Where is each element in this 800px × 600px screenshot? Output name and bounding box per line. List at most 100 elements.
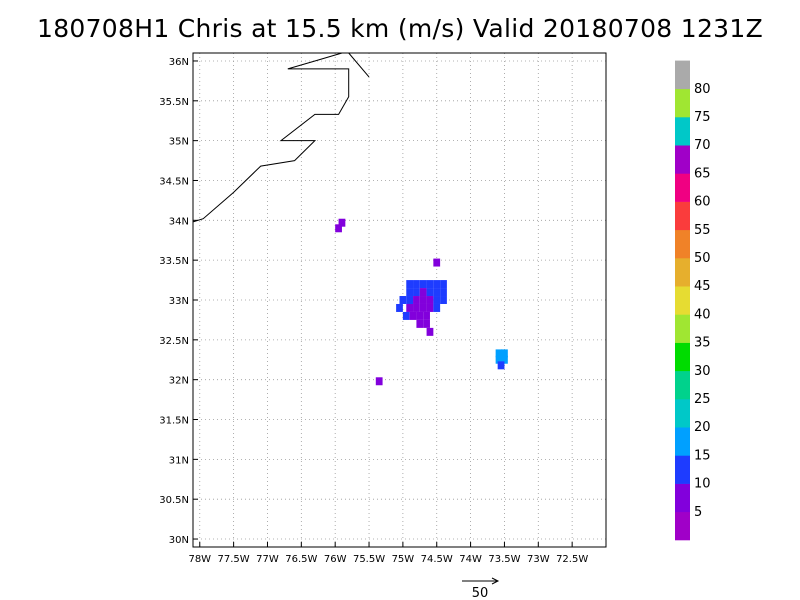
wind-cell <box>497 361 505 370</box>
colorbar-label: 80 <box>694 82 711 97</box>
wind-cell <box>495 355 503 364</box>
wind-cell <box>426 296 434 304</box>
colorbar-label: 50 <box>694 251 711 266</box>
wind-cell <box>433 258 441 267</box>
x-tick-label: 76.5W <box>285 554 317 565</box>
colorbar-swatch <box>675 286 690 315</box>
y-tick-label: 33N <box>169 296 189 307</box>
wind-cell <box>495 349 503 358</box>
wind-cell <box>406 288 414 297</box>
colorbar-swatch <box>675 314 690 343</box>
wind-cell <box>338 218 346 227</box>
y-tick-label: 35.5N <box>159 97 189 108</box>
wind-cell <box>440 288 447 297</box>
wind-cell <box>406 280 414 289</box>
wind-cell <box>433 288 441 297</box>
colorbar-label: 5 <box>694 505 702 520</box>
wind-cell <box>501 349 508 358</box>
wind-cell <box>501 355 508 364</box>
y-tick-label: 32.5N <box>159 336 189 347</box>
wind-cell <box>419 303 427 312</box>
chart-title: 180708H1 Chris at 15.5 km (m/s) Valid 20… <box>36 14 764 43</box>
colorbar-swatch <box>675 117 690 146</box>
colorbar-swatch <box>675 258 690 287</box>
colorbar-swatch <box>675 60 690 90</box>
grid <box>193 53 606 547</box>
wind-cell <box>426 288 434 297</box>
y-tick-label: 34N <box>169 216 189 227</box>
y-tick-label: 36N <box>169 57 189 68</box>
wind-cell <box>433 280 441 289</box>
colorbar-label: 30 <box>694 364 711 379</box>
wind-cell <box>409 311 417 320</box>
colorbar-label: 20 <box>694 420 711 435</box>
colorbar-label: 35 <box>694 336 711 351</box>
reference-vector-label: 50 <box>472 586 489 600</box>
colorbar-label: 45 <box>694 279 711 294</box>
wind-cell <box>440 296 447 304</box>
wind-cell <box>413 288 420 297</box>
y-tick-label: 35N <box>169 137 189 148</box>
wind-cell <box>416 319 424 328</box>
wind-cell <box>419 296 427 304</box>
wind-cell <box>413 280 420 289</box>
colorbar-label: 75 <box>694 110 711 125</box>
x-tick-label: 78W <box>188 554 211 565</box>
colorbar-label: 10 <box>694 477 711 492</box>
wind-cell <box>423 319 430 328</box>
wind-cell <box>426 327 434 336</box>
colorbar-swatch <box>675 483 690 513</box>
wind-cell <box>423 311 430 320</box>
wind-cell <box>406 303 414 312</box>
x-tick-label: 74W <box>459 554 482 565</box>
y-tick-label: 31.5N <box>159 416 189 427</box>
colorbar-label: 25 <box>694 392 711 407</box>
x-tick-label: 72.5W <box>556 554 588 565</box>
x-tick-label: 77W <box>256 554 279 565</box>
colorbar-swatch <box>675 342 690 372</box>
x-tick-label: 75W <box>392 554 415 565</box>
colorbar-swatch <box>675 370 690 400</box>
wind-cell <box>399 296 407 304</box>
x-tick-label: 73.5W <box>488 554 520 565</box>
wind-cell <box>416 311 424 320</box>
colorbar-swatch <box>675 145 690 174</box>
y-tick-label: 33.5N <box>159 256 189 267</box>
y-tick-label: 31N <box>169 455 189 466</box>
x-tick-label: 74.5W <box>421 554 453 565</box>
colorbar: 5 10 15 20 25 30 35 40 45 50 55 60 65 70 75 80 <box>675 60 711 541</box>
wind-cell <box>413 303 420 312</box>
wind-cell <box>419 280 427 289</box>
reference-vector-arrowhead <box>491 577 500 585</box>
colorbar-label: 60 <box>694 195 711 210</box>
colorbar-swatch <box>675 173 690 202</box>
colorbar-label: 55 <box>694 223 711 238</box>
colorbar-swatch <box>675 427 690 456</box>
wind-cell <box>419 288 427 297</box>
y-axis: 30N 30.5N 31N 31.5N 32N 32.5N 33N 33.5N 34N 34.5N… <box>159 57 198 546</box>
wind-speed-cells <box>335 218 508 386</box>
wind-cell <box>335 224 342 233</box>
wind-cell <box>440 280 447 289</box>
wind-cell <box>406 296 414 304</box>
coastline-line <box>348 52 370 78</box>
colorbar-swatch <box>675 511 690 541</box>
y-tick-label: 32N <box>169 376 189 387</box>
wind-cell <box>426 280 434 289</box>
wind-cell <box>396 303 403 312</box>
x-tick-label: 73W <box>527 554 550 565</box>
colorbar-swatch <box>675 229 690 259</box>
wind-cell <box>433 296 441 304</box>
colorbar-label: 70 <box>694 138 711 153</box>
coastline <box>192 52 370 223</box>
wind-cell <box>375 377 383 386</box>
colorbar-label: 65 <box>694 166 711 181</box>
colorbar-swatch <box>675 455 690 484</box>
coastline-line <box>192 52 350 223</box>
wind-cell <box>426 303 434 312</box>
y-tick-label: 34.5N <box>159 176 189 187</box>
x-tick-label: 76W <box>324 554 347 565</box>
colorbar-swatch <box>675 201 690 231</box>
wind-cell <box>402 311 410 320</box>
